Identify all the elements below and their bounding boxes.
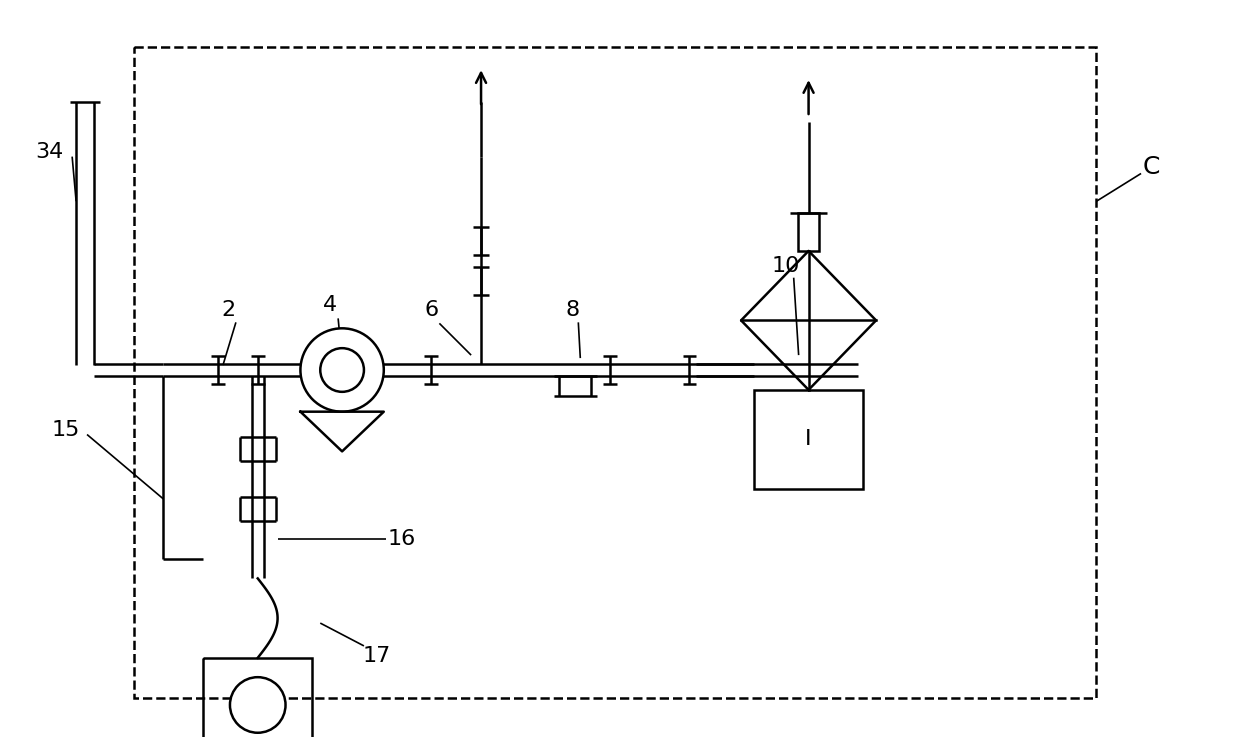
Text: 17: 17 <box>363 646 391 666</box>
Bar <box>134 47 1096 698</box>
Circle shape <box>300 329 384 411</box>
Bar <box>754 390 863 489</box>
Circle shape <box>229 677 285 733</box>
Text: 10: 10 <box>771 256 800 276</box>
Bar <box>203 658 312 740</box>
Text: 16: 16 <box>388 528 415 549</box>
Text: 6: 6 <box>424 300 439 320</box>
Circle shape <box>320 348 363 392</box>
Text: 2: 2 <box>221 300 236 320</box>
Text: 15: 15 <box>52 420 81 440</box>
Text: 4: 4 <box>324 295 337 315</box>
Text: 34: 34 <box>35 141 63 161</box>
Text: I: I <box>805 429 812 449</box>
Text: C: C <box>1142 155 1159 178</box>
Text: 8: 8 <box>565 300 579 320</box>
Bar <box>797 213 820 251</box>
